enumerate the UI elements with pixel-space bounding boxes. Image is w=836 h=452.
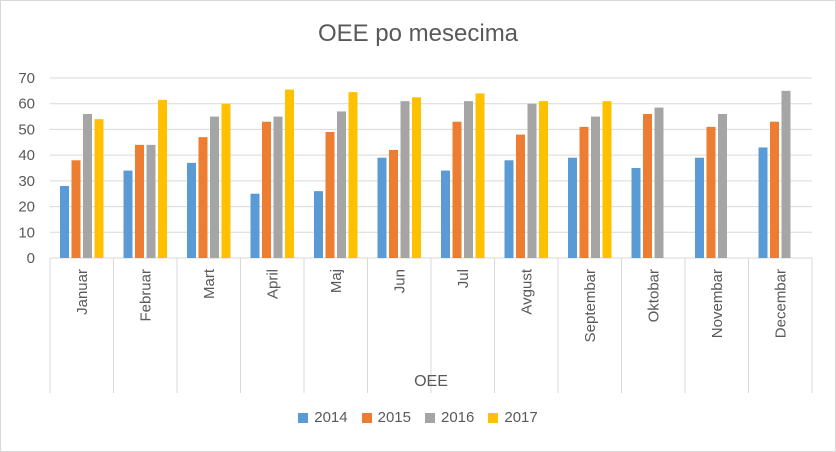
legend-item-2014: 2014 [298, 409, 348, 426]
bar-2016-oktobar [654, 107, 664, 258]
y-tick-label: 40 [18, 147, 35, 164]
bar-2014-januar [60, 186, 69, 258]
legend-item-2017: 2017 [488, 409, 538, 426]
bar-2016-mart [210, 116, 219, 258]
x-tick-label: April [264, 269, 281, 299]
bar-2015-jul [452, 121, 462, 258]
y-tick-label: 70 [18, 70, 35, 87]
bar-2014-jul [441, 170, 450, 258]
y-tick-label: 60 [18, 96, 35, 113]
legend-label: 2016 [441, 409, 475, 426]
bar-2016-maj [337, 111, 346, 258]
x-tick-label: Oktobar [645, 269, 662, 322]
bar-2016-jun [400, 101, 410, 259]
bar-2014-oktobar [631, 168, 641, 258]
bar-2017-jun [412, 97, 421, 259]
y-tick-label: 50 [18, 121, 35, 138]
bar-2014-decembar [758, 147, 768, 258]
bar-2014-septembar [568, 157, 577, 258]
bar-2016-septembar [591, 116, 600, 258]
bar-2016-decembar [781, 90, 791, 258]
bar-2014-novembar [695, 157, 704, 258]
x-tick-label: Jun [391, 269, 408, 293]
bar-2016-jul [464, 101, 473, 259]
bar-2017-mart [221, 103, 231, 258]
bar-2016-januar [83, 114, 92, 258]
bar-2016-novembar [718, 114, 727, 258]
bar-2015-jun [389, 150, 398, 258]
legend-label: 2017 [504, 409, 538, 426]
legend-item-2016: 2016 [425, 409, 474, 426]
legend-label: 2014 [314, 409, 348, 426]
y-tick-label: 0 [27, 250, 35, 267]
bar-2015-maj [325, 132, 335, 258]
bar-2015-avgust [516, 134, 525, 258]
legend-label: 2015 [377, 409, 411, 426]
x-tick-label: Septembar [582, 269, 599, 342]
bar-2015-septembar [579, 126, 589, 258]
bar-2017-februar [158, 99, 167, 258]
x-tick-label: Jul [455, 269, 472, 288]
bar-2015-novembar [706, 126, 716, 258]
bar-2017-avgust [539, 101, 548, 259]
bar-2014-april [250, 193, 260, 258]
x-tick-label: Februar [137, 269, 154, 322]
x-tick-label: Maj [328, 269, 345, 293]
y-tick-label: 10 [18, 224, 35, 241]
bar-2017-maj [348, 92, 358, 259]
x-tick-label: Novembar [709, 269, 726, 338]
legend-swatch [488, 412, 499, 423]
bar-2014-maj [314, 191, 323, 258]
bar-2014-avgust [504, 160, 514, 258]
bar-2015-februar [135, 144, 144, 258]
legend-swatch [361, 412, 372, 423]
bar-2015-mart [198, 137, 208, 258]
bar-2015-januar [71, 160, 81, 258]
chart-title: OEE po mesecima [317, 20, 519, 47]
chart-legend: 2014 2015 2016 2017 [0, 409, 836, 426]
y-tick-label: 20 [18, 199, 35, 216]
bar-2016-februar [146, 144, 156, 258]
x-tick-label: Mart [201, 268, 218, 299]
legend-swatch [298, 412, 309, 423]
bar-2017-april [285, 89, 294, 258]
x-tick-label: Decembar [772, 269, 789, 338]
x-tick-label: Januar [74, 269, 91, 315]
bar-2017-septembar [602, 101, 612, 259]
bar-2016-avgust [527, 103, 537, 258]
y-tick-label: 30 [18, 173, 35, 190]
legend-item-2015: 2015 [361, 409, 411, 426]
bar-2014-mart [187, 162, 196, 258]
legend-swatch [425, 412, 435, 423]
bar-2017-jul [475, 93, 485, 258]
bar-2017-januar [94, 119, 104, 259]
bar-2015-oktobar [643, 114, 652, 258]
x-axis-title: OEE [414, 373, 448, 390]
bar-2014-jun [377, 157, 387, 258]
bar-2014-februar [123, 170, 133, 258]
bar-2015-april [262, 121, 271, 258]
x-tick-label: Avgust [518, 268, 535, 314]
bar-2016-april [273, 116, 283, 258]
bar-2015-decembar [770, 121, 779, 258]
